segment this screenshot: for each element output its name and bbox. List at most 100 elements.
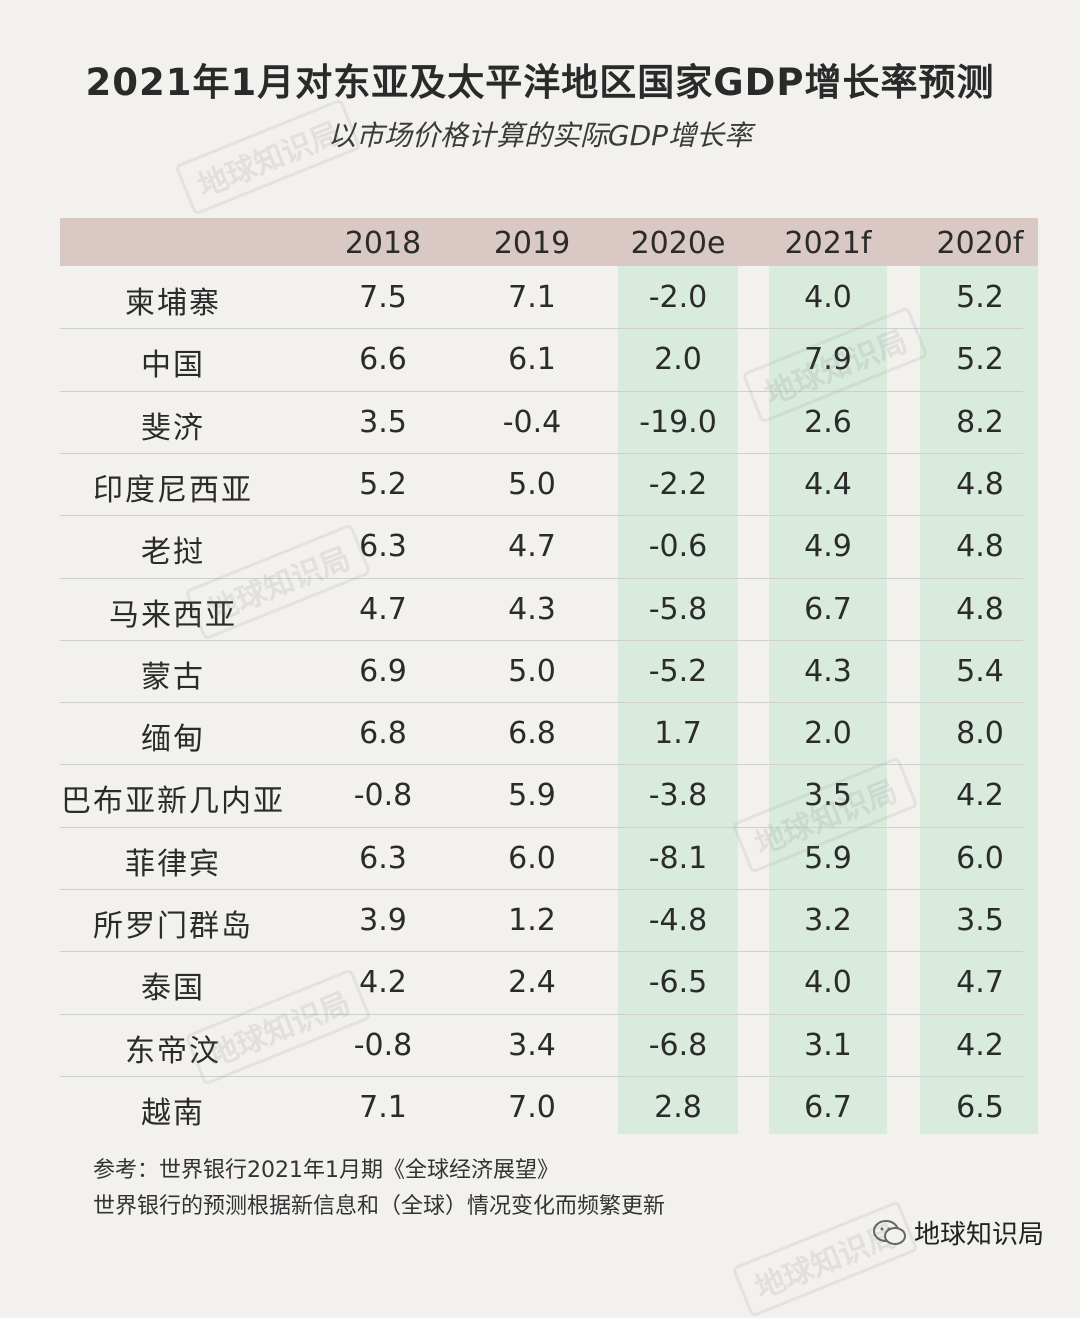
row-divider (60, 826, 1023, 828)
row-divider (60, 515, 1023, 517)
value-cell: -0.6 (648, 529, 708, 565)
wechat-icon (873, 1219, 906, 1245)
highlight-column-2021f (769, 266, 887, 1134)
value-cell: -2.2 (648, 466, 708, 502)
row-divider (60, 328, 1023, 330)
country-label: 缅甸 (141, 722, 205, 758)
disclaimer-note: 世界银行的预测根据新信息和（全球）情况变化而频繁更新 (93, 1194, 666, 1219)
row-divider (60, 452, 1023, 454)
source-note: 参考：世界银行2021年1月期《全球经济展望》 (93, 1158, 559, 1183)
country-label: 印度尼西亚 (93, 472, 253, 508)
value-cell: 4.7 (508, 529, 556, 565)
country-label: 东帝汶 (125, 1033, 221, 1069)
value-cell: 7.9 (804, 342, 852, 378)
row-divider (60, 577, 1023, 579)
value-cell: -0.8 (353, 778, 413, 814)
brand-label: 地球知识局 (914, 1220, 1045, 1250)
highlight-column-2020e (618, 266, 738, 1134)
value-cell: 2.6 (804, 404, 852, 440)
value-cell: 6.1 (508, 342, 556, 378)
value-cell: 3.9 (359, 903, 407, 938)
value-cell: 5.4 (956, 653, 1004, 689)
column-header-2018: 2018 (344, 226, 422, 261)
value-cell: 8.2 (956, 404, 1004, 440)
value-cell: 4.2 (956, 778, 1004, 814)
country-label: 菲律宾 (125, 846, 221, 882)
value-cell: 6.5 (956, 1089, 1004, 1125)
value-cell: -5.2 (648, 653, 708, 689)
value-cell: 6.3 (359, 529, 407, 565)
value-cell: 5.0 (508, 653, 556, 689)
chart-title: 2021年1月对东亚及太平洋地区国家GDP增长率预测 (85, 61, 995, 104)
row-divider (60, 390, 1023, 392)
value-cell: 5.0 (508, 466, 556, 502)
value-cell: 2.4 (508, 965, 556, 1001)
value-cell: -6.5 (648, 965, 708, 1001)
value-cell: 6.8 (508, 716, 556, 752)
value-cell: 4.7 (359, 591, 407, 627)
value-cell: -6.8 (648, 1027, 708, 1063)
value-cell: 4.7 (956, 965, 1004, 1001)
value-cell: 6.6 (359, 342, 407, 378)
column-header-2020e: 2020e (630, 226, 726, 261)
column-header-2020f: 2020f (936, 226, 1024, 261)
value-cell: 4.0 (804, 965, 852, 1001)
country-label: 泰国 (141, 971, 205, 1007)
value-cell: 4.4 (804, 466, 852, 502)
value-cell: 3.4 (508, 1027, 556, 1063)
value-cell: 7.0 (508, 1089, 556, 1125)
country-label: 马来西亚 (109, 597, 237, 633)
table-header-bar (60, 218, 1038, 266)
brand-logo: 地球知识局 (872, 1214, 1044, 1251)
value-cell: 3.5 (804, 778, 852, 814)
value-cell: 5.9 (804, 840, 852, 876)
value-cell: -4.8 (648, 903, 708, 938)
value-cell: -0.8 (353, 1027, 413, 1063)
column-header-2019: 2019 (493, 226, 571, 261)
row-divider (60, 1075, 1023, 1077)
value-cell: 4.3 (804, 653, 852, 689)
value-cell: 3.1 (804, 1027, 852, 1063)
value-cell: -19.0 (639, 404, 717, 440)
value-cell: 5.2 (956, 280, 1004, 315)
value-cell: 4.0 (804, 280, 852, 315)
country-label: 斐济 (141, 410, 205, 446)
country-label: 老挝 (141, 535, 205, 571)
value-cell: 3.2 (804, 903, 852, 938)
value-cell: 7.1 (359, 1089, 407, 1125)
country-label: 巴布亚新几内亚 (61, 784, 285, 820)
value-cell: 8.0 (956, 716, 1004, 752)
value-cell: 4.9 (804, 529, 852, 565)
value-cell: 1.7 (654, 716, 702, 752)
value-cell: 4.8 (956, 591, 1004, 627)
row-divider (60, 951, 1023, 953)
value-cell: 2.0 (804, 716, 852, 752)
value-cell: 4.2 (956, 1027, 1004, 1063)
country-label: 越南 (141, 1095, 205, 1131)
value-cell: 1.2 (508, 903, 556, 938)
value-cell: 6.9 (359, 653, 407, 689)
value-cell: 6.8 (359, 716, 407, 752)
value-cell: -8.1 (648, 840, 708, 876)
value-cell: 3.5 (956, 903, 1004, 938)
value-cell: 6.7 (804, 591, 852, 627)
value-cell: -5.8 (648, 591, 708, 627)
column-header-2021f: 2021f (784, 226, 872, 261)
value-cell: 4.2 (359, 965, 407, 1001)
value-cell: -3.8 (648, 778, 708, 814)
value-cell: 2.8 (654, 1089, 702, 1125)
value-cell: 6.3 (359, 840, 407, 876)
value-cell: -0.4 (502, 404, 562, 440)
value-cell: 4.8 (956, 529, 1004, 565)
country-label: 所罗门群岛 (93, 909, 253, 944)
row-divider (60, 639, 1023, 641)
value-cell: 7.5 (359, 280, 407, 315)
value-cell: 2.0 (654, 342, 702, 378)
value-cell: 4.3 (508, 591, 556, 627)
value-cell: 7.1 (508, 280, 556, 315)
value-cell: 4.8 (956, 466, 1004, 502)
value-cell: 6.0 (508, 840, 556, 876)
highlight-column-2020f (920, 266, 1038, 1134)
row-divider (60, 702, 1023, 704)
row-divider (60, 764, 1023, 766)
